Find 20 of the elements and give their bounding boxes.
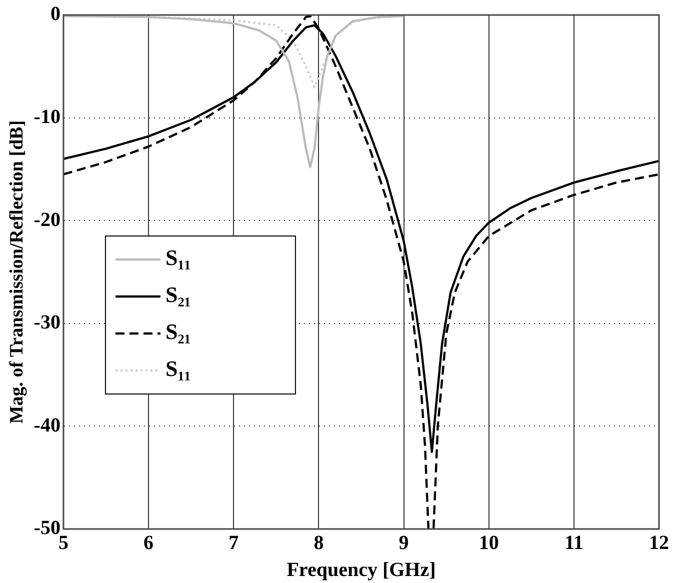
x-tick-label: 9 [398, 532, 409, 554]
x-axis-title: Frequency [GHz] [286, 559, 436, 582]
legend-label: S₁₁ [165, 356, 191, 382]
y-tick-label: -40 [34, 414, 60, 436]
legend-label: S₂₁ [165, 282, 191, 308]
y-axis-title: Mag. of Transmission/Reflection [dB] [6, 120, 28, 424]
y-tick-label: 0 [50, 3, 60, 26]
x-tick-label: 11 [564, 532, 584, 554]
x-tick-label: 5 [58, 532, 68, 554]
x-tick-label: 10 [478, 532, 499, 554]
x-tick-label: 12 [649, 532, 669, 554]
x-tick-label: 8 [314, 532, 324, 554]
y-tick-label: -20 [34, 208, 60, 231]
legend-label: S₁₁ [165, 245, 191, 270]
x-tick-label: 7 [228, 532, 239, 554]
y-tick-label: -10 [34, 106, 60, 128]
legend-label: S₂₁ [165, 319, 191, 344]
y-tick-label: -30 [34, 312, 60, 334]
x-tick-label: 6 [144, 532, 154, 554]
y-tick-label: -50 [34, 517, 60, 540]
